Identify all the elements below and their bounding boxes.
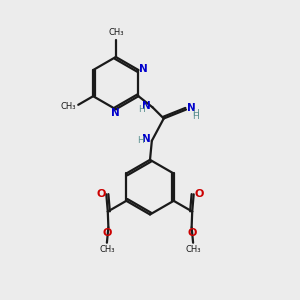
Text: CH₃: CH₃ [99, 245, 115, 254]
Text: H: H [138, 105, 145, 114]
Text: N: N [139, 64, 148, 74]
Text: N: N [142, 101, 150, 111]
Text: CH₃: CH₃ [185, 245, 201, 254]
Text: N: N [111, 108, 119, 118]
Text: H: H [193, 112, 199, 121]
Text: CH₃: CH₃ [60, 101, 76, 110]
Text: O: O [188, 228, 197, 238]
Text: H: H [137, 136, 144, 145]
Text: H: H [193, 109, 199, 118]
Text: O: O [96, 189, 106, 199]
Text: N: N [142, 134, 151, 144]
Text: O: O [103, 228, 112, 238]
Text: N: N [187, 103, 196, 113]
Text: O: O [194, 189, 204, 199]
Text: CH₃: CH₃ [108, 28, 124, 38]
